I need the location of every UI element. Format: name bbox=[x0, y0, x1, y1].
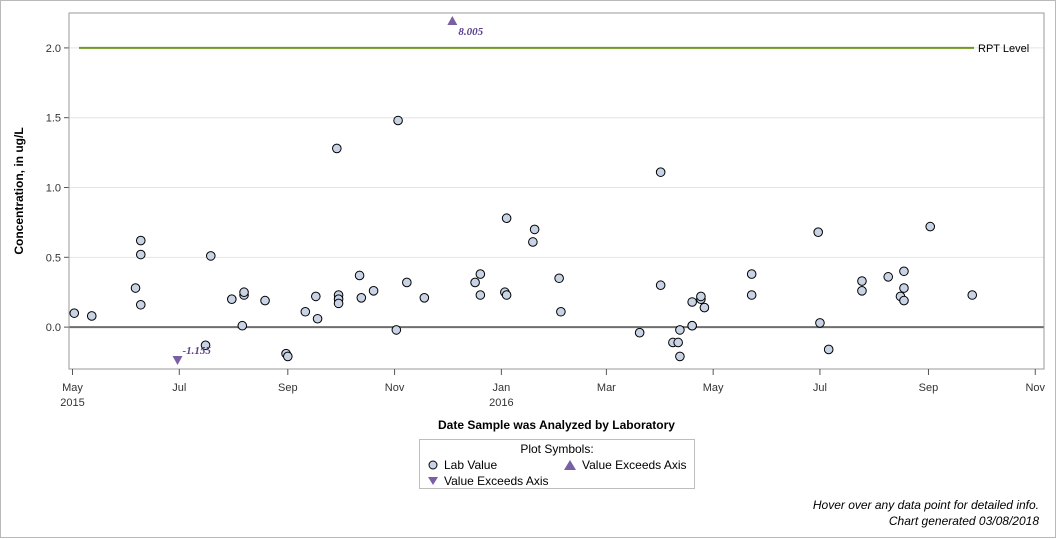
x-tick-label: Jul bbox=[813, 382, 827, 394]
y-tick-label: 2.0 bbox=[46, 43, 61, 55]
data-point bbox=[333, 298, 344, 309]
data-point bbox=[899, 266, 909, 277]
data-point bbox=[746, 290, 757, 300]
triangle-down-icon bbox=[428, 477, 438, 485]
x-tick-label: May bbox=[62, 382, 83, 394]
data-point bbox=[529, 224, 540, 235]
data-point bbox=[470, 277, 480, 288]
x-tick-label: Jul bbox=[172, 382, 186, 394]
data-point bbox=[501, 290, 512, 300]
triangle-up-icon bbox=[564, 459, 576, 470]
data-point bbox=[391, 325, 402, 335]
data-point bbox=[857, 276, 867, 286]
data-point bbox=[200, 340, 211, 351]
legend-title: Plot Symbols: bbox=[520, 442, 594, 456]
data-point bbox=[135, 235, 146, 246]
x-tick-label: Mar bbox=[597, 382, 616, 394]
data-point bbox=[356, 293, 367, 303]
data-point bbox=[634, 327, 645, 338]
data-point bbox=[655, 167, 666, 177]
data-point bbox=[205, 251, 216, 261]
data-point bbox=[675, 325, 685, 335]
data-point bbox=[69, 308, 80, 318]
exceeds-axis-label: 8.005 bbox=[458, 26, 483, 38]
y-tick-label: 1.5 bbox=[46, 113, 61, 125]
data-point bbox=[554, 273, 564, 284]
exceeds-axis-label: -1.155 bbox=[183, 345, 212, 357]
data-point bbox=[899, 295, 909, 306]
data-point bbox=[260, 295, 270, 306]
data-point bbox=[883, 272, 894, 282]
legend-entry-exceeds-down: Value Exceeds Axis bbox=[428, 474, 549, 488]
data-point bbox=[419, 293, 430, 303]
data-point bbox=[813, 227, 823, 237]
data-point bbox=[283, 351, 293, 362]
data-point bbox=[393, 115, 403, 126]
y-tick-label: 0.5 bbox=[46, 252, 61, 264]
data-point bbox=[475, 269, 486, 279]
data-point bbox=[130, 283, 141, 293]
data-point bbox=[967, 290, 978, 300]
data-point bbox=[556, 306, 566, 317]
data-point bbox=[226, 294, 237, 304]
data-point bbox=[687, 297, 697, 307]
data-point bbox=[332, 143, 342, 154]
data-point bbox=[655, 280, 666, 291]
y-tick-label: 0.0 bbox=[46, 322, 61, 334]
rpt-level-label: RPT Level bbox=[978, 43, 1029, 55]
y-axis-label: Concentration, in ug/L bbox=[12, 127, 26, 254]
data-point bbox=[300, 306, 311, 317]
data-point bbox=[311, 291, 321, 302]
data-point bbox=[823, 344, 834, 355]
legend-label: Value Exceeds Axis bbox=[444, 474, 549, 488]
generated-footnote: Chart generated 03/08/2018 bbox=[888, 514, 1039, 528]
data-point bbox=[696, 291, 706, 302]
data-point bbox=[135, 299, 146, 310]
data-point bbox=[899, 283, 909, 293]
x-tick-year-label: 2016 bbox=[489, 397, 513, 409]
data-point bbox=[501, 213, 512, 224]
data-point bbox=[675, 351, 685, 362]
legend-label: Lab Value bbox=[444, 458, 498, 472]
circle-marker-icon bbox=[428, 460, 438, 470]
plot-frame bbox=[68, 12, 1045, 370]
x-axis-label: Date Sample was Analyzed by Laboratory bbox=[438, 418, 675, 432]
data-point bbox=[237, 320, 248, 331]
exceeds-axis-up-marker bbox=[447, 16, 458, 25]
data-point bbox=[687, 320, 697, 331]
hover-footnote: Hover over any data point for detailed i… bbox=[812, 498, 1039, 512]
x-tick-label: Nov bbox=[1025, 382, 1045, 394]
y-tick-label: 1.0 bbox=[46, 183, 61, 195]
data-point bbox=[239, 287, 249, 298]
data-point bbox=[857, 286, 867, 296]
legend-label: Value Exceeds Axis bbox=[582, 458, 687, 472]
data-point bbox=[673, 337, 683, 348]
legend: Plot Symbols: Lab Value Value Exceeds Ax… bbox=[419, 439, 695, 489]
x-tick-label: Sep bbox=[919, 382, 939, 394]
data-point bbox=[354, 270, 365, 281]
x-tick-label: Sep bbox=[278, 382, 298, 394]
x-tick-year-label: 2015 bbox=[60, 397, 84, 409]
data-point bbox=[815, 318, 825, 328]
legend-entry-exceeds-up: Value Exceeds Axis bbox=[564, 458, 687, 472]
data-point bbox=[528, 237, 538, 247]
data-point bbox=[402, 277, 412, 288]
data-point bbox=[312, 313, 323, 324]
exceeds-axis-down-marker bbox=[172, 356, 183, 365]
data-point bbox=[475, 290, 486, 300]
data-point bbox=[746, 269, 757, 279]
data-point bbox=[135, 249, 146, 260]
data-point bbox=[699, 302, 710, 313]
legend-entry-lab-value: Lab Value bbox=[428, 458, 497, 472]
x-tick-label: Jan bbox=[492, 382, 510, 394]
data-point bbox=[925, 221, 936, 232]
x-tick-label: Nov bbox=[385, 382, 405, 394]
data-point bbox=[86, 311, 97, 321]
data-point bbox=[368, 286, 379, 296]
x-tick-label: May bbox=[703, 382, 724, 394]
